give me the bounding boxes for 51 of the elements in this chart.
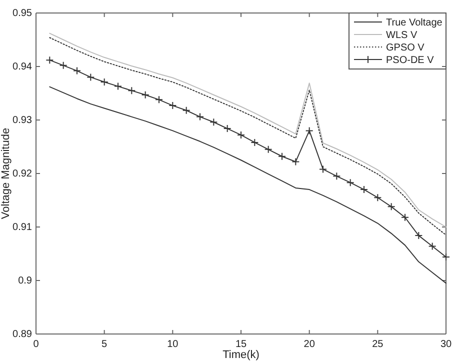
legend-label: GPSO V (386, 42, 425, 54)
point (223, 124, 232, 133)
point (210, 118, 218, 126)
point (155, 96, 163, 104)
point (428, 242, 436, 250)
y-tick-label: 0.91 (12, 222, 32, 234)
point (374, 194, 382, 202)
y-tick-label: 0.92 (12, 168, 32, 180)
point (346, 178, 354, 187)
x-tick-label: 15 (235, 339, 247, 350)
point (100, 78, 108, 86)
point (305, 126, 314, 135)
point (237, 130, 245, 139)
point (196, 112, 204, 121)
point (114, 82, 122, 90)
point (264, 145, 272, 154)
y-tick-label: 0.95 (12, 8, 32, 20)
x-axis-title: Time(k) (222, 349, 260, 361)
point (86, 73, 95, 82)
point (319, 165, 327, 174)
x-tick-label: 30 (440, 339, 452, 350)
line-series (49, 86, 446, 284)
x-tick-label: 25 (372, 339, 384, 350)
point (73, 66, 81, 75)
point (401, 213, 409, 222)
point (387, 202, 396, 211)
x-tick-label: 10 (167, 339, 179, 350)
x-tick-label: 20 (304, 339, 316, 350)
y-axis-title: Voltage Magnitude (0, 128, 12, 220)
y-tick-label: 0.93 (12, 115, 32, 126)
legend-label: True Voltage (386, 18, 443, 28)
point (278, 152, 286, 160)
x-tick-label: 0 (33, 339, 40, 350)
point (332, 172, 341, 180)
legend-label: WLS V (386, 30, 418, 41)
point (168, 102, 177, 110)
x-tick-label: 5 (102, 339, 108, 350)
point (128, 86, 136, 95)
point (250, 138, 259, 146)
point (141, 90, 150, 99)
point (59, 61, 68, 70)
legend-label: PSO-DE V (386, 55, 434, 66)
y-tick-label: 0.94 (12, 62, 32, 73)
point (442, 252, 450, 261)
point (292, 158, 300, 166)
point (182, 106, 190, 114)
y-tick-label: 0.9 (18, 276, 32, 287)
point (414, 232, 423, 240)
point (360, 186, 368, 194)
y-tick-label: 0.89 (12, 329, 32, 340)
point (46, 56, 54, 64)
